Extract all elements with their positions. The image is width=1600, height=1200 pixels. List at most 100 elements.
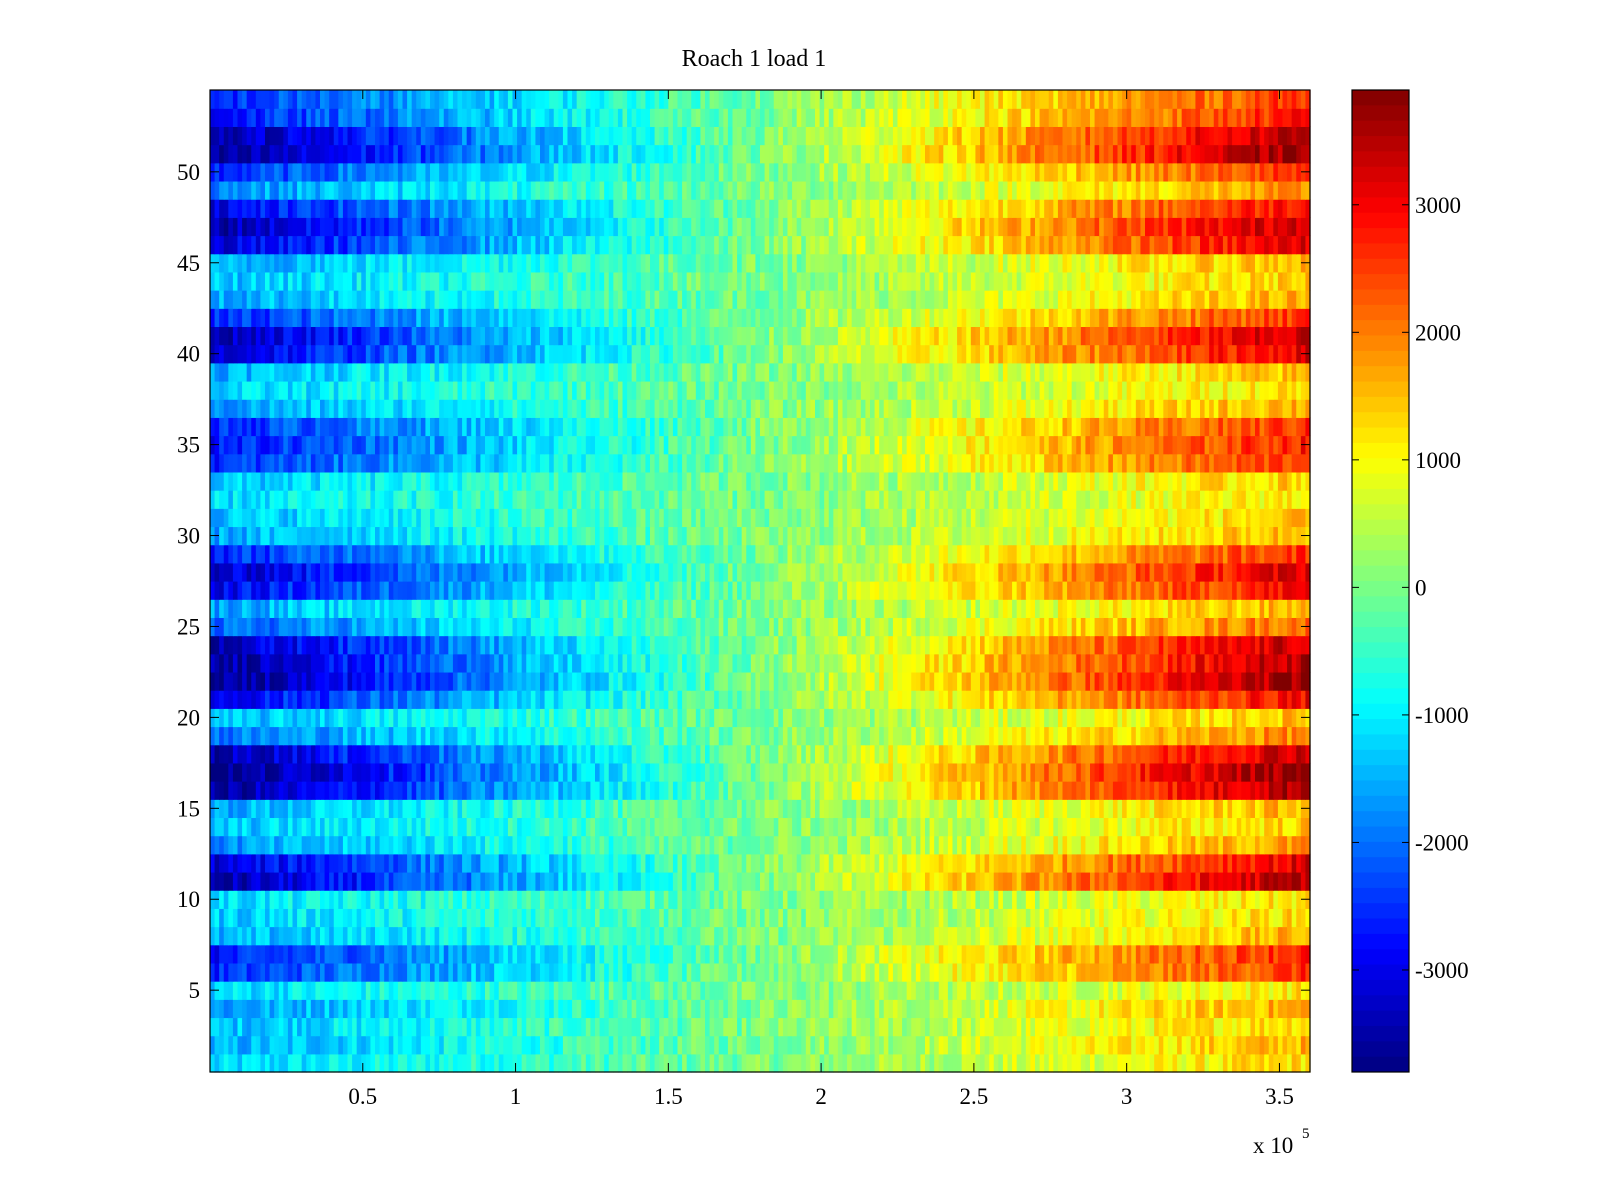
heatmap-cell: [604, 690, 610, 709]
heatmap-cell: [1236, 781, 1242, 800]
heatmap-cell: [274, 1017, 280, 1037]
heatmap-cell: [1145, 781, 1151, 800]
heatmap-cell: [920, 1035, 926, 1055]
heatmap-cell: [957, 744, 963, 764]
heatmap-cell: [966, 1053, 972, 1073]
heatmap-cell: [1158, 999, 1164, 1019]
heatmap-cell: [769, 1035, 775, 1055]
heatmap-cell: [375, 762, 381, 782]
heatmap-cell: [1273, 1053, 1279, 1073]
heatmap-cell: [402, 871, 408, 891]
heatmap-cell: [342, 708, 349, 728]
heatmap-cell: [746, 762, 752, 782]
heatmap-cell: [379, 762, 385, 782]
heatmap-cell: [439, 962, 445, 982]
heatmap-cell: [998, 908, 1004, 928]
heatmap-cell: [480, 781, 486, 800]
heatmap-cell: [1163, 908, 1169, 928]
heatmap-cell: [993, 762, 999, 782]
heatmap-cell: [1103, 1035, 1109, 1055]
heatmap-cell: [475, 1053, 482, 1073]
heatmap-cell: [1204, 962, 1210, 982]
heatmap-cell: [1255, 1053, 1261, 1073]
heatmap-cell: [1282, 908, 1288, 928]
heatmap-cell: [709, 817, 715, 837]
heatmap-cell: [631, 926, 637, 946]
heatmap-cell: [874, 835, 880, 855]
heatmap-cell: [1112, 708, 1119, 728]
heatmap-cell: [934, 871, 940, 891]
heatmap-cell: [471, 1053, 477, 1073]
heatmap-cell: [342, 762, 349, 782]
heatmap-cell: [970, 708, 977, 728]
heatmap-cell: [535, 781, 541, 800]
heatmap-cell: [1094, 944, 1100, 964]
heatmap-cell: [1268, 835, 1274, 855]
heatmap-cell: [957, 835, 963, 855]
heatmap-cell: [1268, 744, 1274, 764]
heatmap-cell: [1112, 744, 1119, 764]
heatmap-cell: [370, 1053, 376, 1073]
heatmap-cell: [837, 762, 844, 782]
heatmap-cell: [237, 799, 243, 819]
heatmap-cell: [535, 835, 541, 855]
heatmap-cell: [874, 944, 880, 964]
heatmap-cell: [320, 908, 326, 928]
heatmap-cell: [365, 908, 372, 928]
heatmap-cell: [1021, 1017, 1027, 1037]
heatmap-cell: [530, 744, 537, 764]
heatmap-cell: [714, 708, 720, 728]
heatmap-cell: [792, 1053, 798, 1073]
heatmap-cell: [1067, 690, 1073, 709]
heatmap-cell: [425, 962, 431, 982]
heatmap-cell: [489, 708, 495, 728]
heatmap-cell: [544, 781, 550, 800]
heatmap-cell: [865, 1053, 871, 1073]
heatmap-cell: [966, 708, 972, 728]
heatmap-cell: [352, 999, 358, 1019]
heatmap-cell: [269, 890, 275, 909]
heatmap-cell: [980, 835, 986, 855]
heatmap-cell: [1062, 981, 1068, 1000]
heatmap-cell: [425, 726, 431, 746]
heatmap-cell: [682, 853, 688, 873]
heatmap-cell: [1255, 835, 1261, 855]
heatmap-cell: [1264, 908, 1270, 928]
heatmap-cell: [750, 1053, 757, 1073]
heatmap-cell: [1296, 1035, 1302, 1055]
heatmap-cell: [1002, 944, 1009, 964]
heatmap-cell: [911, 835, 917, 855]
heatmap-cell: [287, 926, 294, 946]
heatmap-cell: [494, 962, 500, 982]
heatmap-cell: [255, 890, 262, 909]
heatmap-cell: [1094, 981, 1100, 1000]
heatmap-cell: [549, 1053, 555, 1073]
heatmap-cell: [498, 708, 504, 728]
heatmap-cell: [622, 1017, 628, 1037]
heatmap-cell: [1149, 890, 1155, 909]
heatmap-cell: [540, 908, 546, 928]
heatmap-cell: [581, 871, 587, 891]
heatmap-cell: [975, 999, 981, 1019]
heatmap-cell: [640, 690, 647, 709]
heatmap-cell: [824, 744, 830, 764]
heatmap-cell: [718, 962, 724, 982]
heatmap-cell: [507, 708, 514, 728]
heatmap-cell: [934, 944, 940, 964]
heatmap-cell: [407, 962, 413, 982]
heatmap-cell: [700, 835, 706, 855]
heatmap-cell: [232, 726, 239, 746]
heatmap-cell: [260, 908, 266, 928]
heatmap-cell: [246, 744, 252, 764]
heatmap-cell: [1277, 981, 1284, 1000]
heatmap-cell: [1103, 871, 1109, 891]
heatmap-cell: [242, 871, 248, 891]
heatmap-cell: [558, 908, 564, 928]
heatmap-cell: [567, 999, 573, 1019]
heatmap-cell: [448, 1017, 454, 1037]
heatmap-cell: [434, 853, 440, 873]
heatmap-cell: [805, 908, 812, 928]
heatmap-cell: [517, 871, 523, 891]
heatmap-cell: [828, 799, 834, 819]
heatmap-cell: [540, 708, 546, 728]
